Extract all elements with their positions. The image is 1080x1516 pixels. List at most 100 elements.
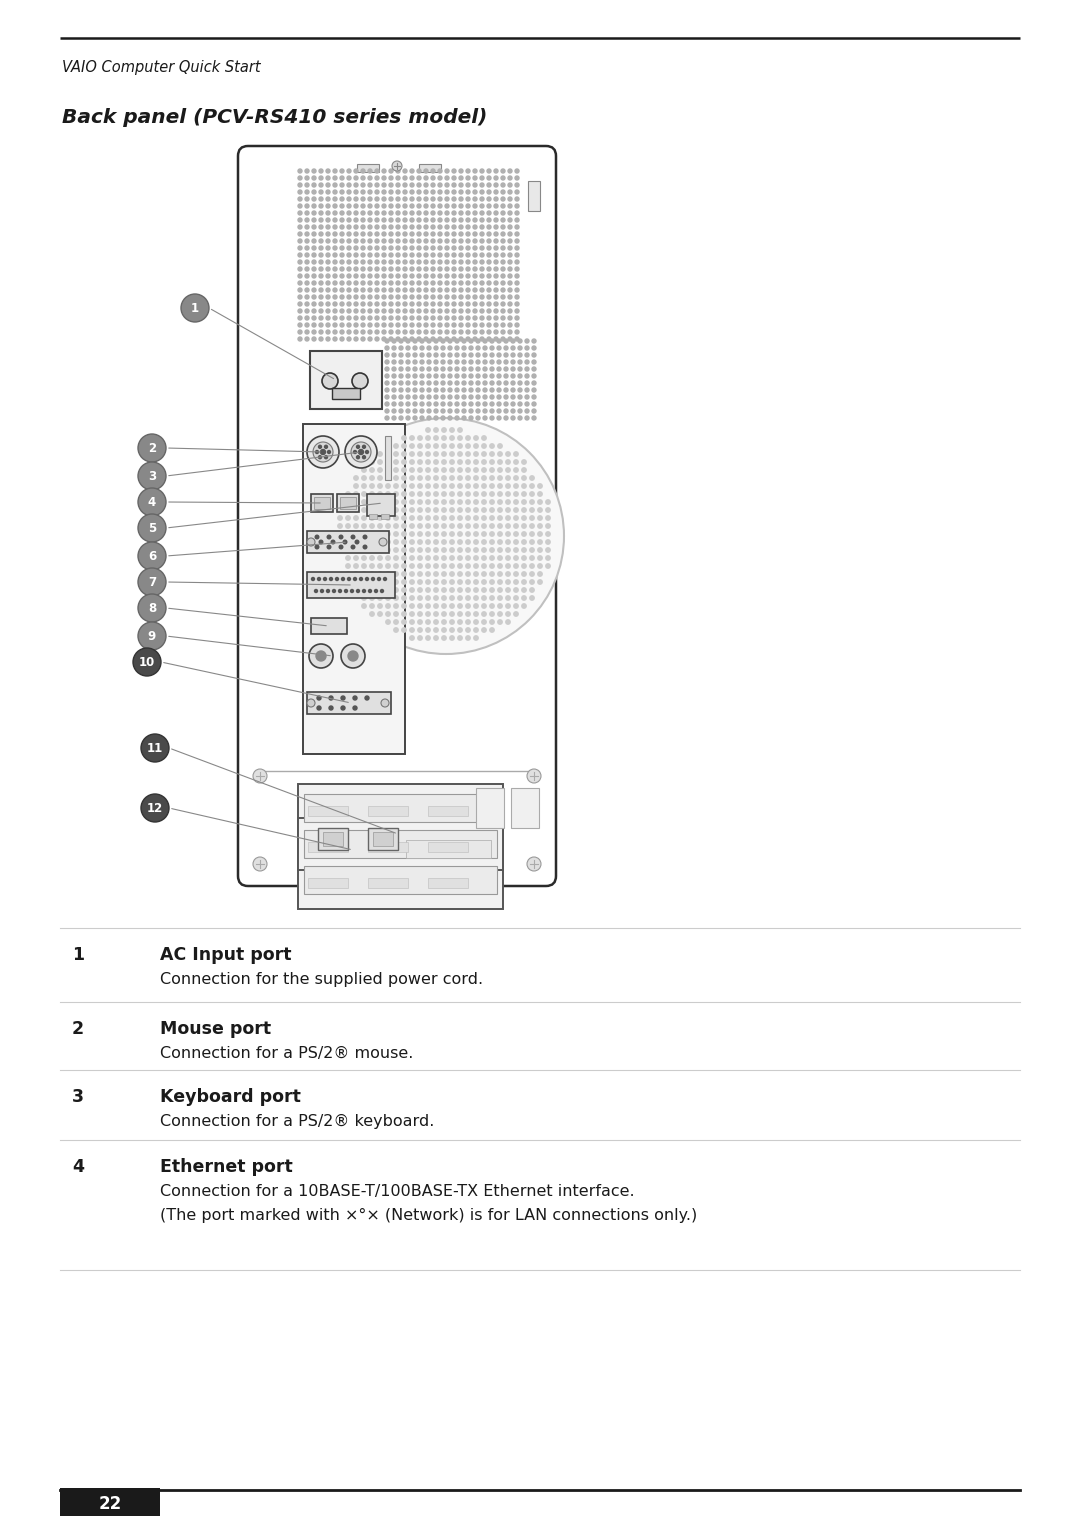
Circle shape xyxy=(396,183,400,186)
Circle shape xyxy=(459,190,463,194)
Circle shape xyxy=(418,603,422,608)
Circle shape xyxy=(418,588,422,593)
Circle shape xyxy=(410,337,414,341)
Circle shape xyxy=(473,232,477,236)
Circle shape xyxy=(305,197,309,202)
Circle shape xyxy=(354,232,357,236)
Circle shape xyxy=(343,540,347,544)
Circle shape xyxy=(362,508,366,512)
Circle shape xyxy=(501,232,505,236)
Circle shape xyxy=(487,176,491,180)
Circle shape xyxy=(392,359,396,364)
Circle shape xyxy=(473,330,477,334)
Circle shape xyxy=(354,205,357,208)
Circle shape xyxy=(333,197,337,202)
Circle shape xyxy=(319,168,323,173)
Circle shape xyxy=(354,274,357,277)
Circle shape xyxy=(453,288,456,293)
Bar xyxy=(303,829,497,858)
Circle shape xyxy=(336,578,338,581)
Circle shape xyxy=(458,579,462,584)
Circle shape xyxy=(494,274,498,277)
Circle shape xyxy=(333,253,337,258)
Circle shape xyxy=(394,444,399,449)
Circle shape xyxy=(545,556,550,561)
Circle shape xyxy=(394,525,399,528)
Circle shape xyxy=(434,572,438,576)
Circle shape xyxy=(394,572,399,576)
Circle shape xyxy=(403,190,407,194)
Circle shape xyxy=(445,183,449,186)
Circle shape xyxy=(312,315,316,320)
Circle shape xyxy=(483,409,487,412)
Circle shape xyxy=(361,246,365,250)
Circle shape xyxy=(326,302,330,306)
Circle shape xyxy=(442,620,446,625)
Circle shape xyxy=(525,409,529,412)
Circle shape xyxy=(490,381,494,385)
Circle shape xyxy=(418,525,422,528)
Circle shape xyxy=(399,381,403,385)
Circle shape xyxy=(473,211,477,215)
Circle shape xyxy=(338,525,342,528)
Circle shape xyxy=(453,183,456,186)
Circle shape xyxy=(434,564,438,568)
Circle shape xyxy=(341,644,365,669)
Circle shape xyxy=(381,699,389,706)
Circle shape xyxy=(375,274,379,277)
Circle shape xyxy=(465,444,470,449)
Circle shape xyxy=(378,579,382,584)
Circle shape xyxy=(465,572,470,576)
Circle shape xyxy=(518,340,522,343)
Circle shape xyxy=(482,459,486,464)
Circle shape xyxy=(498,452,502,456)
Circle shape xyxy=(494,267,498,271)
Circle shape xyxy=(406,388,410,393)
Circle shape xyxy=(356,456,360,459)
Circle shape xyxy=(424,337,428,341)
Circle shape xyxy=(449,564,455,568)
Circle shape xyxy=(392,353,396,356)
Circle shape xyxy=(474,596,478,600)
Circle shape xyxy=(409,515,415,520)
Circle shape xyxy=(324,578,326,581)
Circle shape xyxy=(487,296,491,299)
Circle shape xyxy=(386,491,390,496)
Circle shape xyxy=(431,280,435,285)
Circle shape xyxy=(396,330,400,334)
Circle shape xyxy=(482,540,486,544)
Text: 3: 3 xyxy=(148,470,157,482)
Circle shape xyxy=(490,556,495,561)
Circle shape xyxy=(508,302,512,306)
Circle shape xyxy=(347,296,351,299)
Circle shape xyxy=(442,444,446,449)
Circle shape xyxy=(448,367,453,371)
Circle shape xyxy=(497,409,501,412)
Circle shape xyxy=(351,590,353,593)
Circle shape xyxy=(442,556,446,561)
Circle shape xyxy=(396,288,400,293)
Circle shape xyxy=(522,515,526,520)
Circle shape xyxy=(389,246,393,250)
Circle shape xyxy=(368,288,372,293)
Circle shape xyxy=(424,267,428,271)
Circle shape xyxy=(324,446,327,449)
Circle shape xyxy=(469,409,473,412)
Circle shape xyxy=(525,374,529,377)
Circle shape xyxy=(409,564,415,568)
Circle shape xyxy=(417,330,421,334)
Circle shape xyxy=(369,491,374,496)
Circle shape xyxy=(386,620,390,625)
Circle shape xyxy=(427,402,431,406)
Circle shape xyxy=(409,476,415,481)
Bar xyxy=(307,691,391,714)
Circle shape xyxy=(312,274,316,277)
Circle shape xyxy=(515,302,519,306)
Circle shape xyxy=(426,459,430,464)
Circle shape xyxy=(530,556,535,561)
Circle shape xyxy=(458,459,462,464)
Circle shape xyxy=(418,628,422,632)
Circle shape xyxy=(431,261,435,264)
Circle shape xyxy=(418,484,422,488)
Circle shape xyxy=(362,588,366,593)
